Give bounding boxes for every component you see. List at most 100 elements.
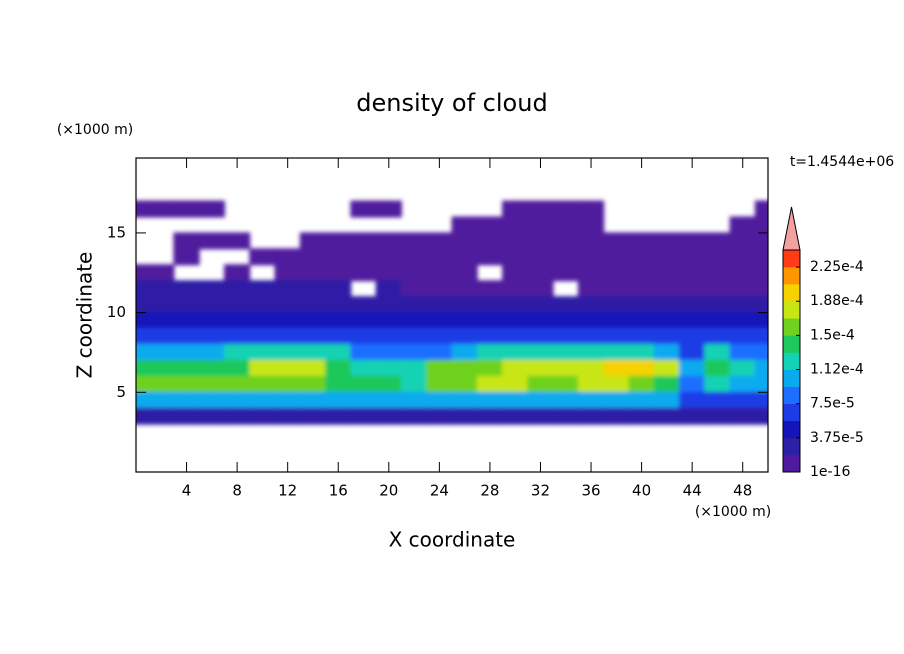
field-cell: [603, 407, 630, 425]
field-cell: [451, 216, 478, 234]
field-cell: [223, 232, 251, 250]
field-cell: [274, 359, 301, 377]
field-cell: [502, 264, 529, 282]
field-cell: [754, 296, 768, 314]
field-cell: [628, 375, 655, 393]
x-tick-label: 8: [232, 482, 242, 500]
field-cell: [299, 375, 327, 393]
field-cell: [400, 248, 428, 266]
field-cell: [679, 328, 706, 345]
field-cell: [603, 375, 630, 393]
field-cell: [502, 328, 529, 345]
field-cell: [704, 296, 731, 314]
field-cell: [375, 232, 402, 250]
field-cell: [325, 264, 352, 282]
field-cell: [476, 280, 504, 298]
field-cell: [577, 312, 605, 330]
field-cell: [198, 343, 225, 361]
field-cell: [729, 391, 756, 409]
field-cell: [173, 312, 200, 330]
field-cell: [502, 312, 529, 330]
field-cell: [628, 391, 655, 409]
field-cell: [476, 375, 504, 393]
field-cell: [198, 328, 225, 345]
field-cell: [476, 328, 504, 345]
field-cell: [136, 375, 150, 393]
field-cell: [754, 232, 768, 250]
field-cell: [350, 296, 377, 314]
field-cell: [679, 391, 706, 409]
field-cell: [527, 343, 554, 361]
field-cell: [148, 359, 175, 377]
field-cell: [704, 312, 731, 330]
field-cell: [577, 232, 605, 250]
x-unit: (×1000 m): [695, 504, 771, 520]
field-cell: [249, 375, 276, 393]
field-cell: [552, 296, 579, 314]
field-cell: [502, 216, 529, 234]
field-cell: [400, 328, 428, 345]
field-cell: [325, 343, 352, 361]
field-cell: [704, 248, 731, 266]
field-cell: [198, 391, 225, 409]
y-axis-label: Z coordinate: [73, 252, 97, 379]
field-cell: [350, 343, 377, 361]
field-cell: [603, 296, 630, 314]
field-cell: [653, 232, 681, 250]
field-cell: [375, 375, 402, 393]
field-cell: [400, 280, 428, 298]
y-tick-label: 10: [107, 303, 126, 321]
field-cell: [325, 359, 352, 377]
field-cell: [552, 264, 579, 282]
field-cell: [603, 232, 630, 250]
field-cell: [223, 391, 251, 409]
field-cell: [426, 328, 453, 345]
colorbar-band: [783, 403, 800, 422]
colorbar-tick-label: 7.5e-5: [810, 396, 855, 412]
field-cell: [274, 280, 301, 298]
field-cell: [628, 343, 655, 361]
field-cell: [223, 280, 251, 298]
field-cell: [653, 264, 681, 282]
field-cell: [552, 359, 579, 377]
field-cell: [350, 391, 377, 409]
field-cell: [299, 296, 327, 314]
x-tick-label: 36: [581, 482, 600, 500]
field-cell: [502, 248, 529, 266]
field-cell: [704, 407, 731, 425]
field-cell: [223, 296, 251, 314]
field-cell: [173, 296, 200, 314]
field-cell: [274, 264, 301, 282]
field-cell: [552, 248, 579, 266]
field-cell: [653, 312, 681, 330]
colorbar-tick-label: 2.25e-4: [810, 259, 864, 275]
field-cells: [136, 200, 768, 425]
field-cell: [136, 264, 150, 282]
x-tick-label: 40: [632, 482, 651, 500]
field-cell: [223, 343, 251, 361]
field-cell: [653, 343, 681, 361]
field-cell: [325, 232, 352, 250]
field-cell: [451, 343, 478, 361]
field-cell: [223, 264, 251, 282]
field-cell: [754, 375, 768, 393]
field-cell: [527, 248, 554, 266]
field-cell: [223, 375, 251, 393]
field-cell: [527, 280, 554, 298]
field-cell: [375, 391, 402, 409]
field-cell: [274, 328, 301, 345]
field-cell: [148, 312, 175, 330]
field-cell: [148, 280, 175, 298]
field-cell: [552, 216, 579, 234]
field-cell: [603, 280, 630, 298]
field-cell: [729, 359, 756, 377]
colorbar-tick-label: 1.5e-4: [810, 327, 855, 343]
field-cell: [476, 359, 504, 377]
field-cell: [704, 328, 731, 345]
field-cell: [136, 328, 150, 345]
field-cell: [173, 407, 200, 425]
field-cell: [754, 264, 768, 282]
field-cell: [148, 343, 175, 361]
field-cell: [299, 407, 327, 425]
field-cell: [173, 232, 200, 250]
